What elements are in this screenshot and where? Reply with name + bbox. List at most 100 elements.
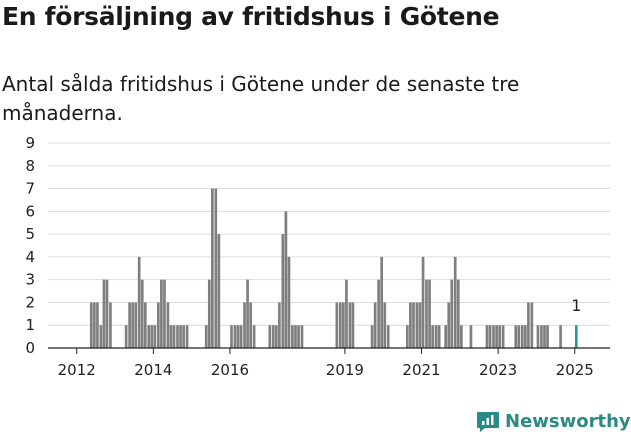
bar bbox=[169, 325, 173, 348]
bar bbox=[342, 302, 345, 348]
bar bbox=[156, 302, 160, 348]
y-axis-ticks: 0 1 2 3 4 5 6 7 8 9 bbox=[25, 134, 35, 357]
bar bbox=[373, 302, 377, 348]
bar bbox=[546, 325, 549, 348]
x-tick-label: 2019 bbox=[326, 361, 364, 379]
bar bbox=[460, 325, 463, 348]
bar bbox=[207, 279, 211, 348]
bar bbox=[274, 325, 278, 348]
bar bbox=[128, 302, 131, 348]
bar bbox=[409, 302, 412, 348]
bar bbox=[140, 279, 144, 348]
bar bbox=[211, 188, 214, 348]
bar bbox=[421, 256, 425, 348]
bar bbox=[335, 302, 339, 348]
bar bbox=[351, 302, 355, 348]
bar bbox=[517, 325, 521, 348]
bar bbox=[377, 279, 380, 348]
y-tick-label: 7 bbox=[25, 180, 35, 198]
bar bbox=[406, 325, 409, 348]
bar bbox=[233, 325, 237, 348]
bar bbox=[166, 302, 170, 348]
bar bbox=[243, 302, 246, 348]
x-tick-label: 2014 bbox=[134, 361, 172, 379]
data-label: 1 bbox=[571, 296, 581, 315]
bar bbox=[348, 302, 352, 348]
x-tick-label: 2012 bbox=[58, 361, 96, 379]
bar bbox=[386, 325, 390, 348]
newsworthy-logo-icon bbox=[477, 412, 499, 432]
bar bbox=[300, 325, 304, 348]
bar bbox=[540, 325, 543, 348]
bar bbox=[214, 188, 218, 348]
bar bbox=[131, 302, 134, 348]
bar bbox=[294, 325, 297, 348]
bar bbox=[524, 325, 527, 348]
bar bbox=[543, 325, 546, 348]
bar bbox=[338, 302, 342, 348]
bar bbox=[498, 325, 502, 348]
y-tick-label: 0 bbox=[25, 339, 35, 357]
bar bbox=[182, 325, 185, 348]
bar bbox=[252, 325, 256, 348]
x-tick-label: 2025 bbox=[556, 361, 594, 379]
x-axis: 2012 2014 2016 2019 2021 2023 2025 bbox=[48, 347, 610, 379]
bar bbox=[268, 325, 272, 348]
bar bbox=[559, 325, 562, 348]
bar bbox=[370, 325, 374, 348]
brand-name: Newsworthy bbox=[505, 410, 631, 432]
bar bbox=[415, 302, 419, 348]
bar bbox=[278, 302, 281, 348]
bar bbox=[501, 325, 505, 348]
bar bbox=[179, 325, 182, 348]
x-tick-label: 2021 bbox=[402, 361, 440, 379]
bar bbox=[105, 279, 109, 348]
bar bbox=[527, 302, 530, 348]
bar bbox=[418, 302, 422, 348]
bar bbox=[485, 325, 489, 348]
y-tick-label: 3 bbox=[25, 271, 35, 289]
bar bbox=[434, 325, 438, 348]
bar bbox=[291, 325, 294, 348]
bar bbox=[536, 325, 540, 348]
bar bbox=[99, 325, 103, 348]
y-tick-label: 4 bbox=[25, 248, 35, 266]
bar bbox=[102, 279, 106, 348]
bar bbox=[239, 325, 243, 348]
bar bbox=[150, 325, 154, 348]
y-tick-label: 1 bbox=[25, 316, 35, 334]
bar bbox=[176, 325, 179, 348]
bar bbox=[287, 256, 291, 348]
page-subtitle: Antal sålda fritidshus i Götene under de… bbox=[2, 72, 520, 125]
bar bbox=[93, 302, 96, 348]
bar bbox=[495, 325, 498, 348]
bar bbox=[230, 325, 233, 348]
bar bbox=[444, 325, 447, 348]
bar bbox=[217, 234, 221, 348]
brand-logo[interactable]: Newsworthy bbox=[476, 408, 631, 434]
bar bbox=[284, 211, 288, 348]
bar bbox=[236, 325, 240, 348]
bar bbox=[447, 302, 451, 348]
bar bbox=[204, 325, 208, 348]
bar bbox=[89, 302, 93, 348]
bar bbox=[137, 256, 141, 348]
bar bbox=[345, 279, 348, 348]
data-labels: 1 bbox=[571, 296, 581, 315]
bar bbox=[172, 325, 176, 348]
bar bbox=[246, 279, 249, 348]
bar bbox=[185, 325, 189, 348]
bar bbox=[124, 325, 128, 348]
x-tick-label: 2023 bbox=[479, 361, 517, 379]
bar bbox=[412, 302, 415, 348]
bar bbox=[147, 325, 151, 348]
y-tick-label: 2 bbox=[25, 293, 35, 311]
bar bbox=[456, 279, 460, 348]
bar bbox=[163, 279, 166, 348]
bar bbox=[437, 325, 441, 348]
bar bbox=[160, 279, 163, 348]
bar bbox=[297, 325, 300, 348]
bar bbox=[281, 234, 285, 348]
x-tick-label: 2016 bbox=[211, 361, 249, 379]
bar bbox=[530, 302, 534, 348]
